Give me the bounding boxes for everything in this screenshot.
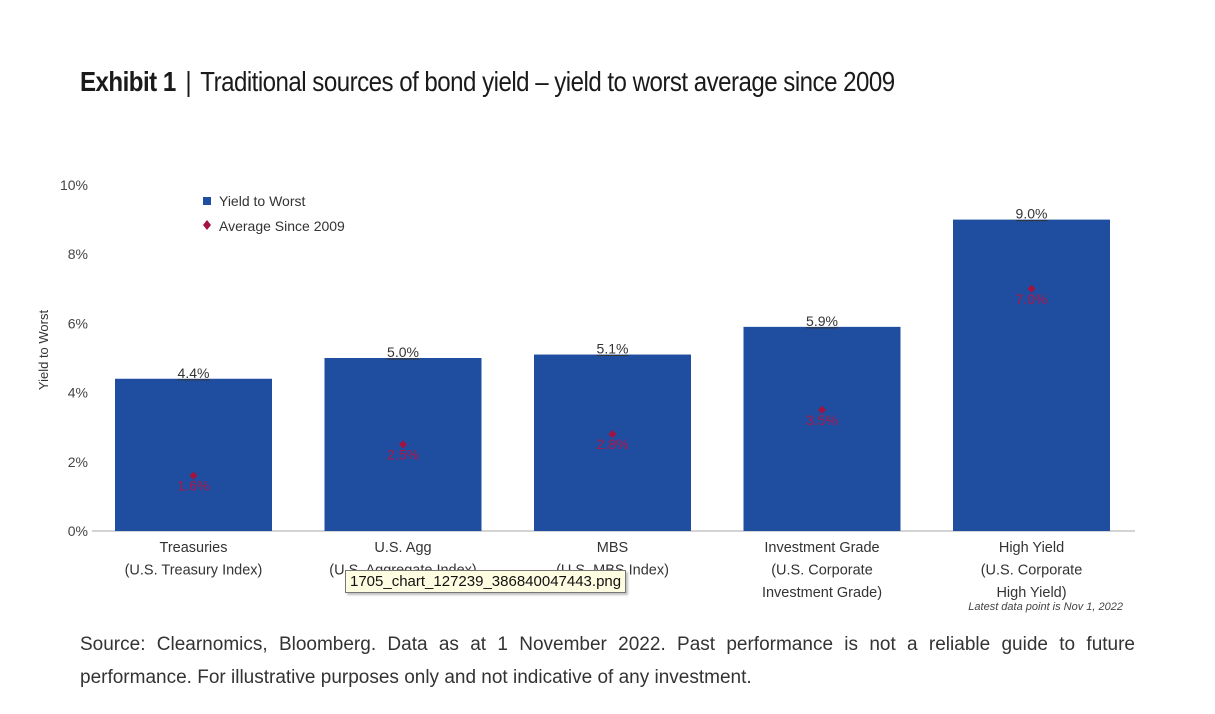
- legend-swatch-yield: [203, 197, 211, 205]
- category-label: High Yield: [999, 540, 1064, 556]
- legend: Yield to Worst Average Since 2009: [203, 193, 345, 234]
- latest-data-note: Latest data point is Nov 1, 2022: [968, 601, 1123, 613]
- y-axis-title-group: Yield to Worst: [36, 310, 51, 391]
- bar-chart: Yield to Worst 0% 2% 4% 6% 8% 10% 4.4% 5.0% 5.1…: [36, 177, 1135, 613]
- bars: 4.4% 5.0% 5.1% 5.9% 9.0%: [115, 206, 1110, 531]
- average-marker: [399, 440, 407, 449]
- bar-value-label: 4.4%: [178, 365, 210, 381]
- bar: [743, 326, 901, 531]
- bar: [115, 378, 272, 531]
- average-marker: [818, 405, 826, 414]
- y-axis-title: Yield to Worst: [36, 310, 51, 391]
- bar-value-label: 5.0%: [387, 344, 419, 360]
- source-note: Source: Clearnomics, Bloomberg. Data as …: [80, 634, 1135, 688]
- bar: [953, 219, 1110, 531]
- average-value-label: 2.5%: [387, 447, 419, 463]
- title-separator: |: [185, 66, 192, 97]
- category-label: High Yield): [996, 585, 1066, 601]
- filename-tooltip: 1705_chart_127239_386840047443.png: [345, 570, 627, 593]
- y-tick-label: 2%: [68, 454, 88, 470]
- average-marker: [1027, 284, 1036, 293]
- category-label: Treasuries: [160, 540, 228, 556]
- y-tick-label: 0%: [68, 523, 88, 539]
- average-value-label: 7.0%: [1016, 291, 1048, 307]
- category-label: Investment Grade): [762, 585, 882, 601]
- average-markers: 1.6% 2.5% 2.8% 3.5% 7.0%: [178, 284, 1048, 494]
- legend-label-average: Average Since 2009: [219, 218, 345, 234]
- chart-title: Exhibit 1 | Traditional sources of bond …: [80, 66, 895, 98]
- y-tick-label: 10%: [60, 177, 88, 193]
- bar-value-label: 5.9%: [806, 313, 838, 329]
- category-label: (U.S. Corporate: [771, 563, 873, 579]
- category-label: Investment Grade: [764, 540, 879, 556]
- y-tick-label: 8%: [68, 246, 88, 262]
- y-tick-label: 6%: [68, 315, 88, 331]
- y-tick-label: 4%: [68, 385, 88, 401]
- bar: [534, 354, 691, 531]
- bar-value-label: 5.1%: [597, 341, 629, 357]
- category-label: (U.S. Corporate: [981, 563, 1083, 579]
- bar-value-label: 9.0%: [1016, 206, 1048, 222]
- title-text: Traditional sources of bond yield – yiel…: [200, 66, 895, 97]
- category-label: (U.S. Treasury Index): [125, 563, 263, 579]
- legend-swatch-average: [203, 220, 211, 230]
- category-label: MBS: [597, 540, 628, 556]
- exhibit-label: Exhibit 1: [80, 66, 176, 97]
- y-axis-ticks: 0% 2% 4% 6% 8% 10%: [60, 177, 88, 539]
- category-label: U.S. Agg: [374, 540, 431, 556]
- average-marker: [608, 430, 617, 439]
- average-marker: [189, 471, 198, 480]
- legend-label-yield: Yield to Worst: [219, 193, 305, 209]
- average-value-label: 2.8%: [597, 436, 629, 452]
- average-value-label: 3.5%: [806, 412, 838, 428]
- average-value-label: 1.6%: [178, 478, 210, 494]
